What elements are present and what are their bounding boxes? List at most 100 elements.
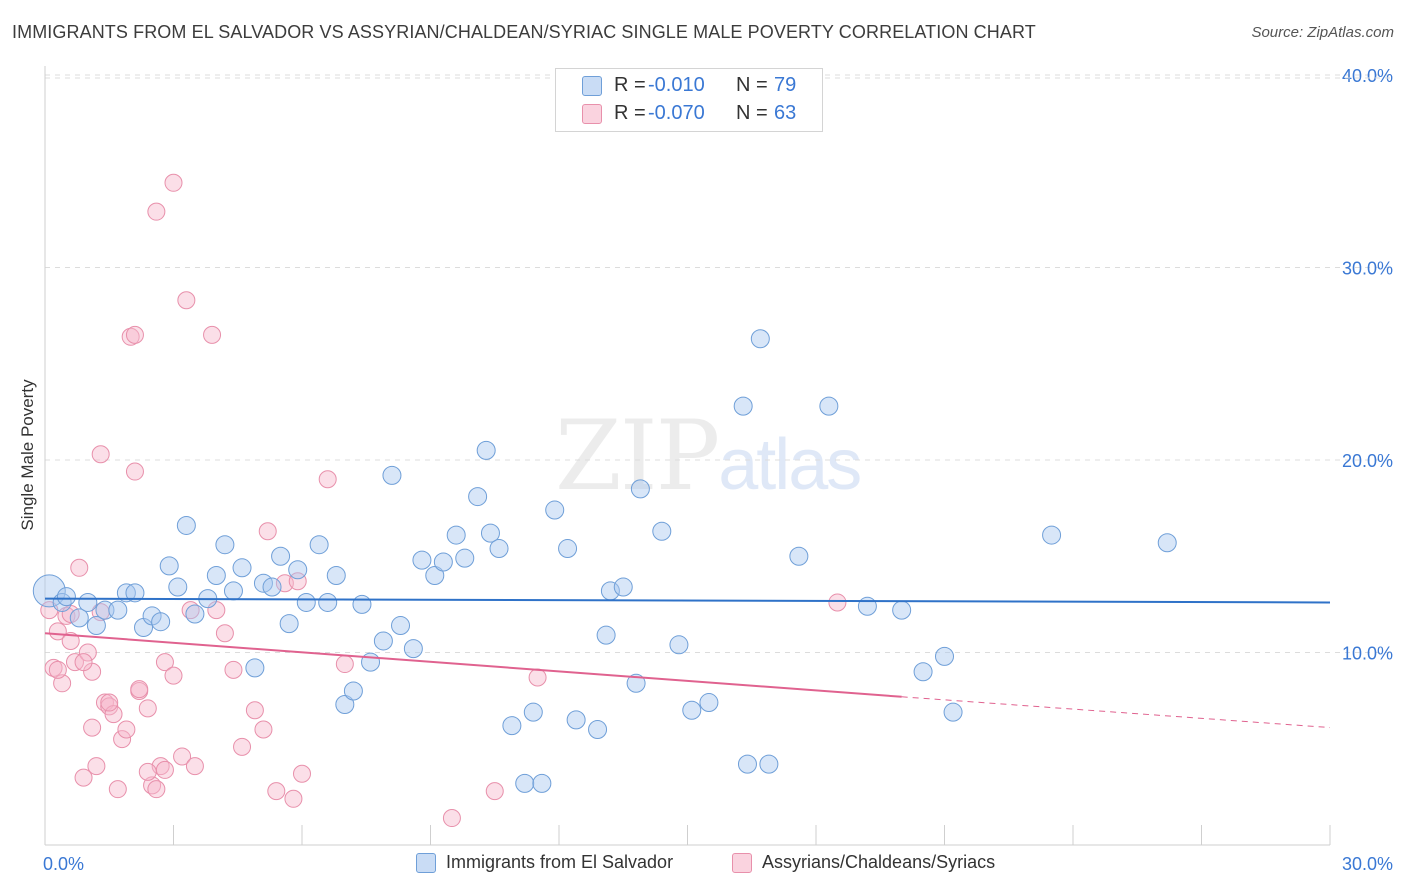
bottom-legend-swatch-blue [416, 853, 436, 873]
data-point-blue [523, 702, 543, 722]
y-tick-label: 40.0% [1342, 66, 1393, 86]
data-point-pink [215, 624, 234, 643]
data-point-pink [53, 674, 72, 693]
data-point-pink [177, 291, 196, 310]
data-point-blue [737, 754, 757, 774]
data-point-pink [70, 558, 89, 577]
data-point-blue [682, 700, 702, 720]
data-point-pink [130, 680, 149, 699]
data-point-pink [155, 653, 174, 672]
bottom-legend-swatch-pink [732, 853, 752, 873]
data-point-blue [86, 616, 106, 636]
data-point-blue [318, 592, 338, 612]
data-point-blue [206, 566, 226, 585]
data-point-blue [176, 515, 196, 535]
data-point-pink [104, 705, 123, 724]
data-point-blue [468, 487, 488, 507]
legend-n-value-blue: 79 [774, 74, 797, 96]
data-point-blue [361, 652, 381, 672]
trend-line-pink [44, 632, 902, 698]
data-point-blue [669, 635, 689, 655]
correlation-legend: R = -0.010 N = 79 R = -0.070 N = 63 [555, 68, 823, 132]
data-point-blue [215, 535, 235, 555]
data-point-blue [532, 773, 552, 793]
chart-title: IMMIGRANTS FROM EL SALVADOR VS ASSYRIAN/… [12, 22, 1036, 42]
data-point-blue [326, 566, 346, 585]
data-point-blue [750, 329, 770, 349]
data-point-pink [147, 202, 166, 221]
data-point-blue [433, 552, 453, 572]
data-point-blue [352, 594, 372, 614]
data-point-pink [87, 757, 106, 776]
data-point-blue [630, 479, 650, 499]
data-point-blue [403, 639, 423, 659]
data-point-blue [733, 396, 753, 416]
x-tick-label: 30.0% [1342, 854, 1393, 874]
data-point-pink [224, 660, 243, 679]
data-point-pink [117, 720, 136, 739]
data-point-pink [442, 809, 461, 828]
data-point-pink [138, 762, 157, 781]
data-point-blue [699, 693, 719, 713]
data-point-blue [1042, 525, 1062, 545]
data-point-pink [108, 780, 127, 799]
y-tick-label: 30.0% [1342, 259, 1393, 279]
data-point-pink [288, 572, 307, 591]
data-point-pink [164, 173, 183, 192]
data-point-pink [293, 764, 311, 783]
legend-r-label: R = [614, 74, 646, 96]
data-point-blue [515, 773, 535, 793]
legend-r-value-pink: -0.070 [648, 102, 705, 124]
legend-row-pink: R = -0.070 N = 63 [556, 101, 822, 127]
data-point-blue [391, 616, 411, 636]
data-point-blue [857, 596, 877, 616]
bottom-legend-label-pink: Assyrians/Chaldeans/Syriacs [762, 852, 996, 872]
data-point-blue [245, 658, 265, 678]
legend-n-label: N = [736, 74, 768, 96]
data-point-blue [69, 608, 89, 628]
data-point-blue [425, 566, 445, 585]
data-point-blue [892, 600, 912, 620]
data-point-blue [545, 500, 565, 520]
data-point-blue [476, 440, 496, 460]
data-point-pink [113, 730, 132, 749]
data-point-pink [173, 747, 192, 766]
data-point-blue [626, 673, 646, 693]
data-point-pink [528, 668, 547, 687]
data-point-blue [913, 662, 933, 682]
data-point-blue [489, 539, 509, 559]
data-point-pink [48, 622, 67, 641]
data-point-blue [78, 592, 98, 612]
data-point-pink [828, 593, 847, 612]
legend-r-label: R = [614, 102, 646, 124]
data-point-blue [168, 577, 188, 597]
data-point-blue [223, 581, 243, 601]
data-point-pink [245, 701, 264, 720]
data-point-pink [74, 768, 93, 787]
watermark: ZIPatlas [555, 400, 862, 512]
data-point-blue [759, 754, 779, 774]
watermark-atlas: atlas [718, 425, 862, 505]
data-point-pink [125, 325, 144, 344]
data-point-blue [480, 523, 500, 543]
data-point-blue [588, 720, 608, 739]
data-point-blue [412, 550, 432, 570]
data-point-pink [164, 666, 183, 685]
source-label: Source: ZipAtlas.com [1251, 24, 1394, 41]
legend-row-blue: R = -0.010 N = 79 [556, 73, 822, 99]
data-point-pink [203, 325, 222, 344]
legend-n-value-pink: 63 [774, 102, 797, 124]
data-point-pink [100, 693, 119, 712]
data-point-pink [185, 757, 204, 776]
data-point-pink [138, 699, 157, 718]
data-point-blue [935, 646, 954, 666]
data-point-blue [296, 592, 316, 612]
trend-line-pink-extension [901, 696, 1331, 729]
data-point-pink [74, 653, 93, 672]
bottom-legend-label-blue: Immigrants from El Salvador [446, 852, 674, 872]
data-point-blue [819, 396, 839, 416]
y-tick-label: 10.0% [1342, 644, 1393, 664]
data-point-pink [258, 522, 277, 541]
data-point-blue [108, 600, 128, 620]
